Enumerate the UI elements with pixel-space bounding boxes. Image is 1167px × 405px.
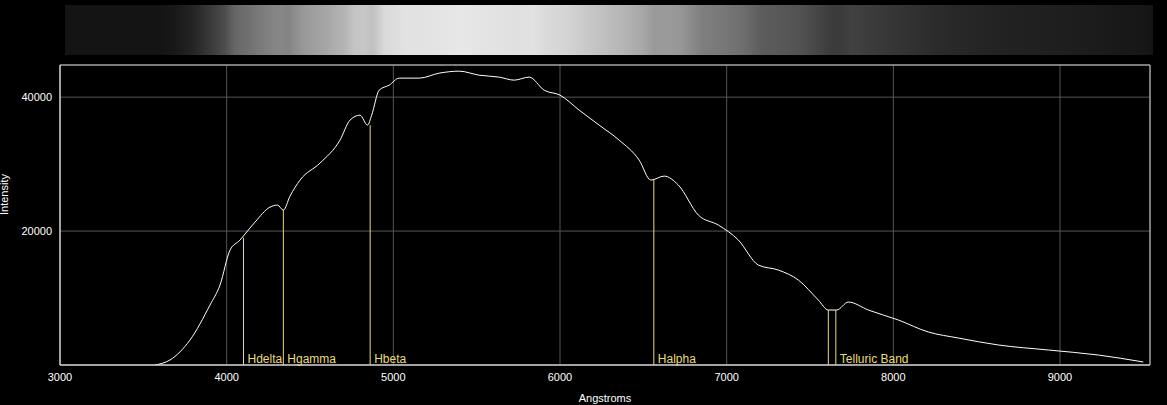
svg-text:3000: 3000 xyxy=(48,371,72,383)
svg-text:Intensity: Intensity xyxy=(8,174,10,215)
svg-text:Telluric Band: Telluric Band xyxy=(840,352,909,366)
svg-text:20000: 20000 xyxy=(21,225,52,237)
svg-text:40000: 40000 xyxy=(21,91,52,103)
svg-text:Hdelta: Hdelta xyxy=(248,352,283,366)
svg-text:Halpha: Halpha xyxy=(658,352,696,366)
svg-text:Hgamma: Hgamma xyxy=(287,352,336,366)
svg-text:6000: 6000 xyxy=(548,371,572,383)
svg-text:4000: 4000 xyxy=(214,371,238,383)
svg-text:Hbeta: Hbeta xyxy=(374,352,406,366)
svg-text:Angstroms: Angstroms xyxy=(579,392,632,404)
svg-text:5000: 5000 xyxy=(381,371,405,383)
svg-text:8000: 8000 xyxy=(881,371,905,383)
svg-text:7000: 7000 xyxy=(714,371,738,383)
svg-text:9000: 9000 xyxy=(1048,371,1072,383)
